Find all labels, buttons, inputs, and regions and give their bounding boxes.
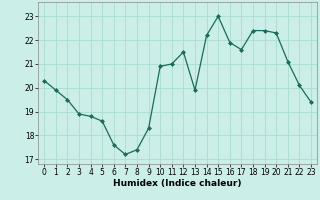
X-axis label: Humidex (Indice chaleur): Humidex (Indice chaleur) [113,179,242,188]
